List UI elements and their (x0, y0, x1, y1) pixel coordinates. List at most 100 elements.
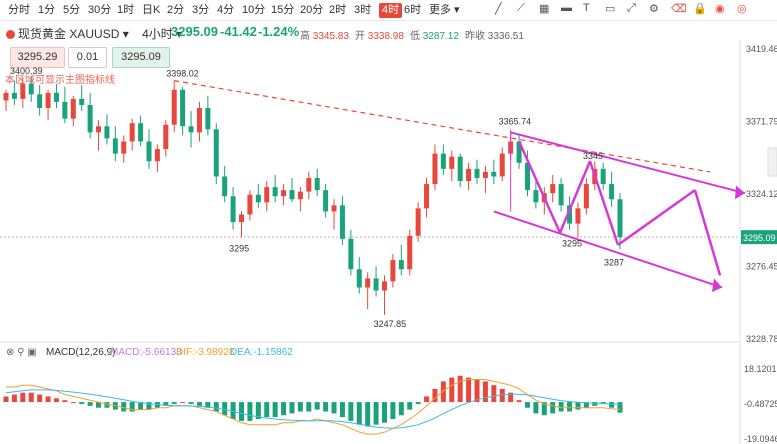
candle-body-6 (53, 92, 59, 102)
high-value: 高 3345.83 (300, 27, 349, 42)
candle-body-4 (37, 94, 43, 109)
macd-bar-70 (592, 402, 598, 406)
candle-body-18 (154, 149, 160, 162)
quantity-input[interactable]: 0.01 (68, 47, 107, 68)
macd-bar-55 (466, 377, 472, 403)
macd-bar-32 (272, 402, 278, 418)
macd-bar-72 (609, 402, 615, 408)
high-number: 3345.83 (312, 31, 349, 42)
timeframe-4[interactable]: 1时 (117, 4, 135, 16)
candle-body-70 (592, 168, 598, 185)
timeframe-0[interactable]: 分时 (8, 4, 30, 16)
candle-body-66 (558, 184, 564, 206)
low-number: 3287.12 (422, 31, 459, 42)
timeframe-8[interactable]: 4分 (217, 4, 235, 16)
macd-bar-63 (533, 402, 539, 414)
candle-body-57 (482, 171, 488, 178)
candle-body-39 (331, 205, 337, 212)
sell-button[interactable]: 3295.29 (10, 47, 65, 68)
macd-bar-24 (205, 402, 211, 408)
timeframe-7[interactable]: 3分 (192, 4, 210, 16)
timeframe-3[interactable]: 30分 (88, 4, 112, 16)
macd-bar-62 (524, 402, 530, 408)
macd-bar-14 (121, 402, 127, 412)
macd-bar-37 (314, 402, 320, 410)
macd-bar-56 (474, 379, 480, 403)
candle-body-71 (600, 168, 606, 185)
eraser-icon[interactable]: ⌫ (671, 3, 687, 15)
candle-body-60 (508, 141, 514, 154)
side-collapse-handle (767, 147, 777, 177)
macd-bar-35 (297, 402, 303, 412)
timeframe-16[interactable]: 更多 ▾ (429, 4, 460, 16)
macd-bar-53 (449, 377, 455, 403)
macd-bar-16 (138, 402, 144, 410)
macd-bar-51 (432, 388, 438, 403)
timeframe-9[interactable]: 10分 (242, 4, 266, 16)
macd-bar-12 (104, 402, 110, 408)
prev-number: 3336.51 (487, 31, 524, 42)
macd-tools-icon[interactable]: ⊗ ⚲ ▣ (6, 347, 37, 358)
candle-body-72 (609, 184, 615, 200)
channel-lower-line (493, 210, 723, 289)
timeframe-2[interactable]: 5分 (63, 4, 81, 16)
buy-button[interactable]: 3295.09 (112, 47, 170, 68)
candle-body-11 (96, 126, 102, 133)
text-icon[interactable]: T (583, 2, 590, 14)
timeframe-1[interactable]: 1分 (38, 4, 56, 16)
macd-bar-66 (558, 402, 564, 412)
candle-body-52 (440, 153, 446, 169)
arrowhead-lower (712, 278, 722, 293)
macd-bar-10 (87, 402, 93, 406)
candle-body-53 (449, 156, 455, 169)
draw-line-icon[interactable]: ╱ (495, 3, 502, 15)
macd-bar-31 (264, 402, 270, 418)
timeframe-13[interactable]: 3时 (354, 4, 372, 16)
rectangle-icon[interactable]: ▭ (605, 3, 616, 15)
period-selector[interactable]: 4小时 ▾ (142, 27, 183, 41)
timeframe-6[interactable]: 2分 (167, 4, 185, 16)
timeframe-12[interactable]: 2时 (329, 4, 347, 16)
instrument-symbol: XAUUSD (69, 27, 120, 41)
settings-icon[interactable]: ⚙ (649, 3, 659, 15)
timeframe-15[interactable]: 6时 (404, 4, 422, 16)
candle-body-32 (272, 187, 278, 197)
candle-body-33 (281, 190, 287, 197)
macd-bar-23 (196, 402, 202, 406)
period-label: 4小时 (142, 27, 173, 41)
timeframe-10[interactable]: 15分 (271, 4, 295, 16)
instrument-title[interactable]: 现货黄金 XAUUSD ▾ 4小时 ▾ (6, 25, 182, 42)
timeframe-11[interactable]: 20分 (300, 4, 324, 16)
dif-value: DIF:-3.98928 (176, 347, 235, 358)
timeframe-14[interactable]: 4时 (379, 3, 403, 18)
macd-bar-5 (45, 396, 51, 403)
forecast-arrow-2 (588, 160, 620, 246)
fullscreen-icon[interactable]: ⤢ (627, 2, 636, 14)
last-price: 3295.09 (171, 24, 218, 39)
macd-value: MACD:-5.66133 (110, 347, 182, 358)
candle-body-36 (306, 177, 312, 192)
ray-icon[interactable]: ⟋ (517, 2, 525, 14)
macd-bar-41 (348, 402, 354, 421)
y-tick-label-0: 3419.46 (746, 44, 777, 54)
macd-bar-8 (70, 402, 76, 404)
eye-icon[interactable]: ◉ (715, 3, 725, 15)
timeframe-toolbar: 分时 1分 5分 30分 1时 日K 2分 3分 4分 10分 15分 20分 2时 3时 4时 6时 更多 ▾… (0, 0, 777, 21)
price-annotation-3: 3345 (583, 151, 603, 161)
timeframe-5[interactable]: 日K (142, 4, 161, 16)
open-value: 开 3338.98 (355, 27, 404, 42)
macd-bar-29 (247, 402, 253, 421)
macd-bar-28 (239, 402, 245, 421)
candle-body-48 (407, 235, 413, 270)
eye-slash-icon[interactable]: ◎ (737, 3, 747, 15)
macd-bar-1 (11, 394, 17, 403)
prev-label: 昨收 (465, 31, 485, 42)
price-change-pct: -1.24% (258, 24, 300, 39)
candle-body-40 (339, 205, 345, 239)
lock-icon[interactable]: 🔒 (693, 3, 707, 15)
brush-icon[interactable]: ▬ (561, 2, 572, 14)
table-icon[interactable]: ▦ (539, 3, 550, 15)
macd-bar-17 (146, 402, 152, 410)
macd-bar-58 (491, 385, 497, 403)
dea-value: DEA:-1.15862 (230, 347, 293, 358)
